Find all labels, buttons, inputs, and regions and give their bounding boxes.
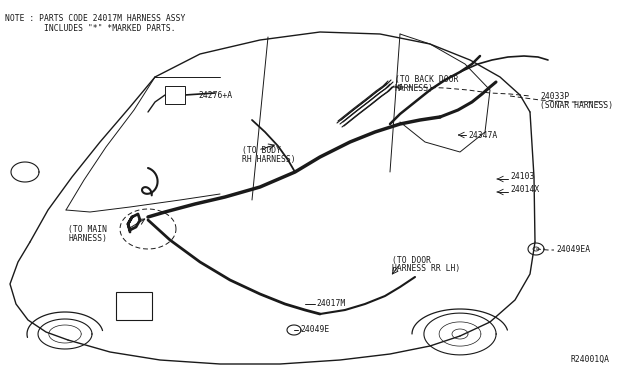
Text: 24017M: 24017M — [316, 299, 345, 308]
Text: HARNESS RR LH): HARNESS RR LH) — [392, 264, 460, 273]
Text: (TO MAIN: (TO MAIN — [68, 224, 107, 234]
Text: (TO BODY: (TO BODY — [242, 145, 281, 154]
Text: 24103: 24103 — [510, 171, 534, 180]
Text: (SONAR HARNESS): (SONAR HARNESS) — [540, 100, 613, 109]
Text: 24014X: 24014X — [510, 185, 540, 193]
Text: NOTE : PARTS CODE 24017M HARNESS ASSY: NOTE : PARTS CODE 24017M HARNESS ASSY — [5, 14, 186, 23]
Text: (TO DOOR: (TO DOOR — [392, 256, 431, 264]
Text: HARNESS): HARNESS) — [395, 83, 434, 93]
Bar — [165, 86, 185, 104]
Text: (TO BACK DOOR: (TO BACK DOOR — [395, 74, 458, 83]
Text: RH HARNESS): RH HARNESS) — [242, 154, 296, 164]
Text: HARNESS): HARNESS) — [68, 234, 107, 243]
Text: 24347A: 24347A — [468, 131, 497, 140]
Text: INCLUDES "*" *MARKED PARTS.: INCLUDES "*" *MARKED PARTS. — [5, 24, 175, 33]
Text: 24049EA: 24049EA — [556, 246, 590, 254]
Text: 24049E: 24049E — [300, 326, 329, 334]
Text: R24001QA: R24001QA — [571, 355, 610, 364]
Bar — [116, 292, 152, 320]
Text: 24276+A: 24276+A — [198, 90, 232, 99]
Text: 24033P: 24033P — [540, 92, 569, 100]
